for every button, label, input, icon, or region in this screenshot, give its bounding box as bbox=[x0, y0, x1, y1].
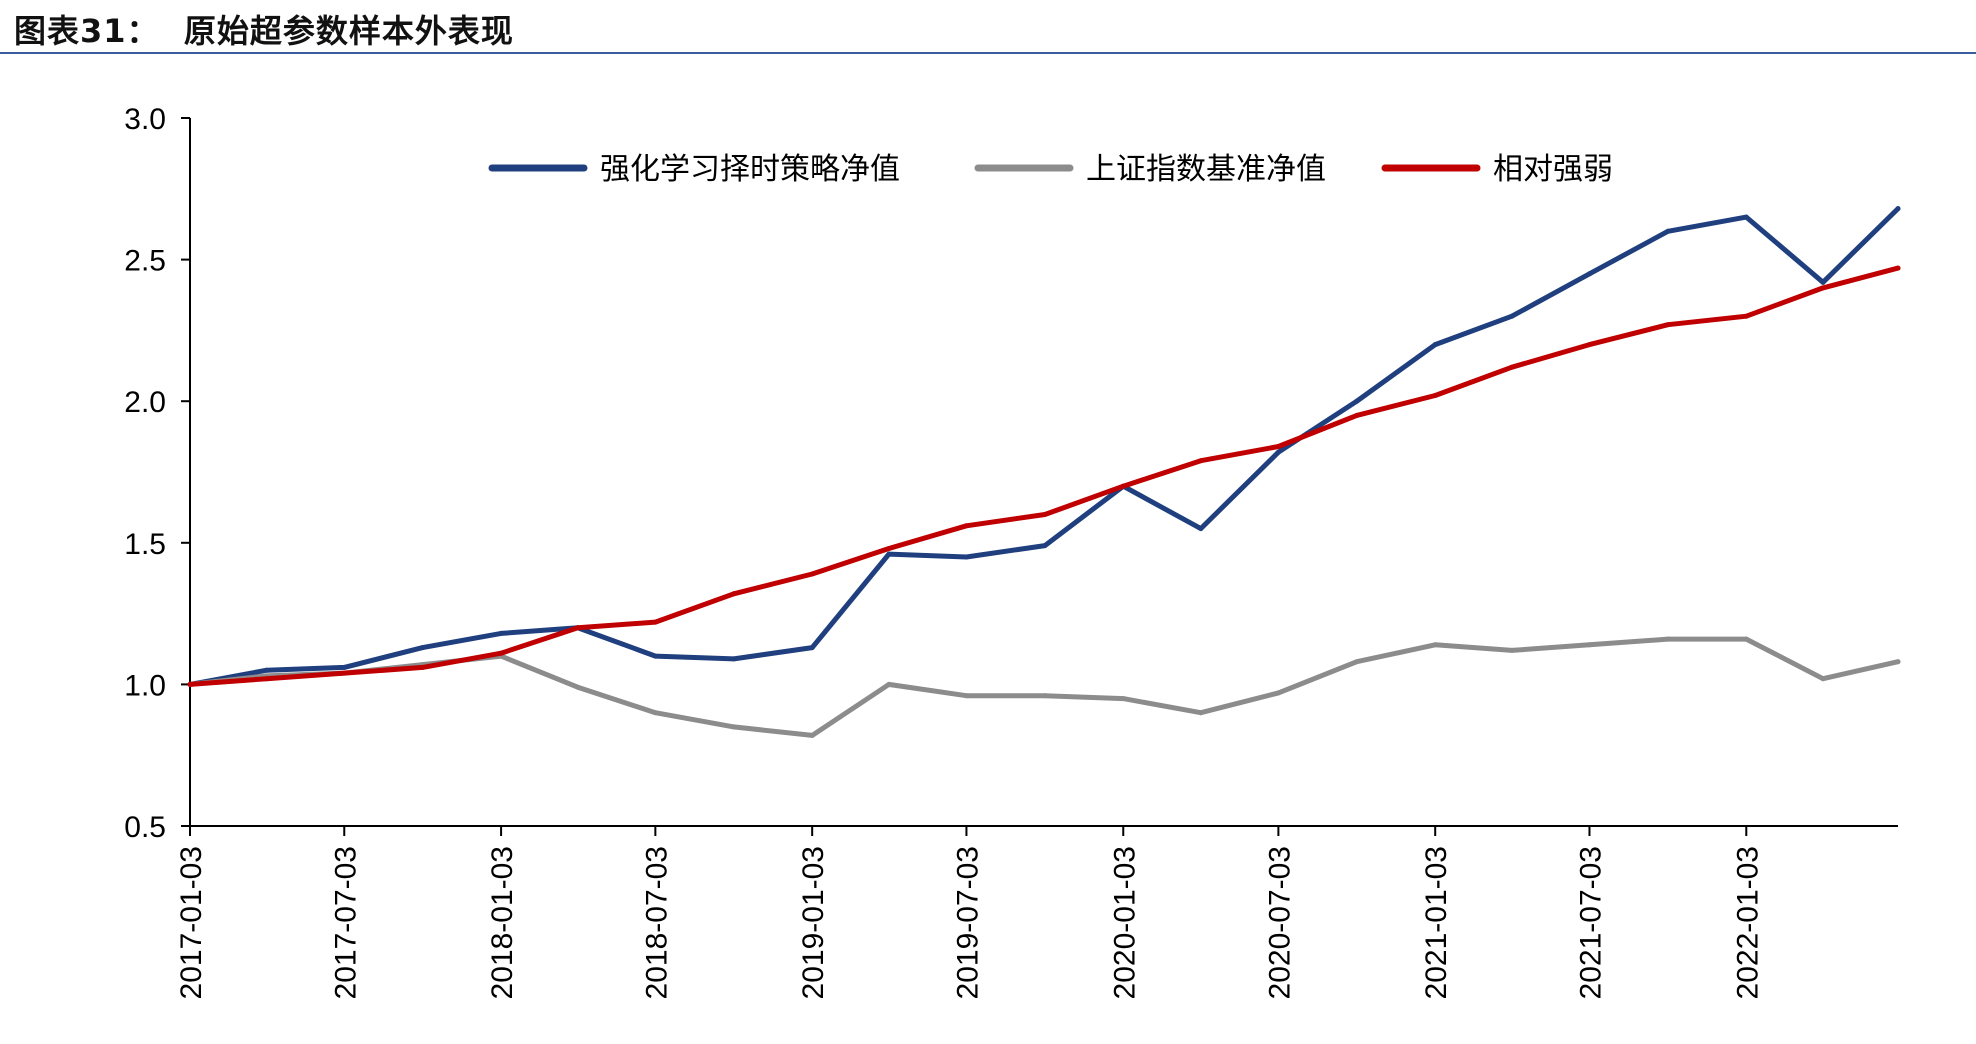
series-layer bbox=[187, 206, 1901, 738]
y-tick-label: 1.0 bbox=[124, 669, 166, 702]
y-tick-label: 0.5 bbox=[124, 811, 166, 844]
data-point bbox=[886, 681, 892, 687]
data-point bbox=[809, 571, 815, 577]
data-point bbox=[731, 656, 737, 662]
data-point bbox=[1042, 543, 1048, 549]
data-point bbox=[1895, 659, 1901, 665]
data-point bbox=[963, 693, 969, 699]
data-point bbox=[1120, 483, 1126, 489]
title-divider bbox=[0, 52, 1976, 54]
data-point bbox=[1275, 449, 1281, 455]
legend-item: 相对强弱 bbox=[1381, 152, 1613, 187]
x-tick-label: 2021-01-03 bbox=[1420, 846, 1453, 999]
data-point bbox=[1895, 265, 1901, 271]
data-point bbox=[652, 710, 658, 716]
data-point bbox=[264, 676, 270, 682]
data-point bbox=[1354, 412, 1360, 418]
data-point bbox=[1587, 271, 1592, 277]
data-point bbox=[1198, 710, 1204, 716]
data-point bbox=[1198, 526, 1204, 532]
data-point bbox=[1432, 393, 1438, 398]
data-point bbox=[1354, 659, 1360, 665]
data-point bbox=[1820, 279, 1826, 285]
data-point bbox=[498, 650, 504, 656]
data-point bbox=[731, 724, 737, 730]
legend-item: 上证指数基准净值 bbox=[974, 152, 1326, 187]
title-bar: 图表31： 原始超参数样本外表现 bbox=[0, 0, 1976, 54]
x-tick-label: 2017-07-03 bbox=[329, 846, 362, 999]
series-line bbox=[187, 265, 1901, 687]
data-point bbox=[1275, 690, 1281, 696]
y-axis-ticks: 0.5 1.0 1.5 2.0 2.5 3.0 bbox=[124, 103, 190, 844]
series-group bbox=[187, 206, 1901, 687]
data-point bbox=[420, 664, 426, 670]
data-point bbox=[1743, 214, 1749, 220]
data-point bbox=[652, 653, 658, 659]
data-point bbox=[1275, 444, 1281, 449]
data-point bbox=[1432, 642, 1438, 648]
x-tick-label: 2020-01-03 bbox=[1108, 846, 1141, 999]
data-point bbox=[1665, 228, 1671, 234]
data-point bbox=[963, 554, 969, 560]
data-point bbox=[1120, 696, 1126, 702]
data-point bbox=[1509, 647, 1515, 653]
x-tick-label: 2022-01-03 bbox=[1731, 846, 1764, 999]
data-point bbox=[1587, 642, 1592, 648]
y-tick-label: 1.5 bbox=[124, 528, 166, 561]
data-point bbox=[731, 591, 737, 597]
series-line bbox=[187, 206, 1901, 687]
data-point bbox=[498, 630, 504, 636]
legend-label: 强化学习择时策略净值 bbox=[600, 152, 900, 187]
data-point bbox=[1509, 364, 1515, 370]
legend-label: 上证指数基准净值 bbox=[1086, 152, 1326, 187]
data-point bbox=[1895, 206, 1901, 212]
series-line bbox=[187, 636, 1901, 738]
data-point bbox=[1042, 512, 1048, 517]
data-point bbox=[1042, 693, 1048, 699]
data-point bbox=[1743, 636, 1749, 642]
data-point bbox=[809, 732, 815, 738]
y-tick-label: 2.0 bbox=[124, 386, 166, 419]
x-tick-label: 2018-01-03 bbox=[486, 846, 519, 999]
x-tick-label: 2019-01-03 bbox=[797, 846, 830, 999]
chart-axes bbox=[189, 118, 1898, 827]
data-point bbox=[264, 667, 270, 673]
data-point bbox=[1665, 636, 1671, 642]
data-point bbox=[886, 551, 892, 557]
x-tick-label: 2020-07-03 bbox=[1263, 846, 1296, 999]
series-group bbox=[187, 636, 1901, 738]
page-title: 图表31： 原始超参数样本外表现 bbox=[14, 12, 514, 50]
x-tick-label: 2021-07-03 bbox=[1574, 846, 1607, 999]
data-point bbox=[963, 523, 969, 529]
legend-item: 强化学习择时策略净值 bbox=[488, 152, 900, 187]
x-tick-label: 2018-07-03 bbox=[640, 846, 673, 999]
data-point bbox=[1820, 285, 1826, 291]
data-point bbox=[1587, 342, 1592, 348]
data-point bbox=[1198, 458, 1204, 464]
data-point bbox=[1743, 313, 1749, 319]
y-tick-label: 3.0 bbox=[124, 103, 166, 136]
data-point bbox=[1432, 342, 1438, 348]
chart-legend: 强化学习择时策略净值 上证指数基准净值 相对强弱 bbox=[488, 152, 1613, 187]
data-point bbox=[575, 684, 581, 690]
data-point bbox=[809, 645, 815, 651]
data-point bbox=[187, 681, 193, 687]
data-point bbox=[1820, 676, 1826, 682]
x-tick-label: 2017-01-03 bbox=[175, 846, 208, 999]
data-point bbox=[420, 645, 426, 651]
data-point bbox=[1665, 322, 1671, 328]
data-point bbox=[575, 625, 581, 631]
data-point bbox=[341, 664, 347, 670]
legend-label: 相对强弱 bbox=[1493, 152, 1613, 187]
data-point bbox=[1354, 398, 1360, 404]
data-point bbox=[1509, 313, 1515, 319]
data-point bbox=[341, 670, 347, 676]
x-axis-ticks: 2017-01-03 2017-07-03 2018-01-03 2018-07-03… bbox=[175, 826, 1764, 999]
x-tick-label: 2019-07-03 bbox=[951, 846, 984, 999]
y-tick-label: 2.5 bbox=[124, 245, 166, 278]
data-point bbox=[652, 619, 658, 625]
series-group bbox=[187, 265, 1901, 687]
data-point bbox=[886, 546, 892, 551]
